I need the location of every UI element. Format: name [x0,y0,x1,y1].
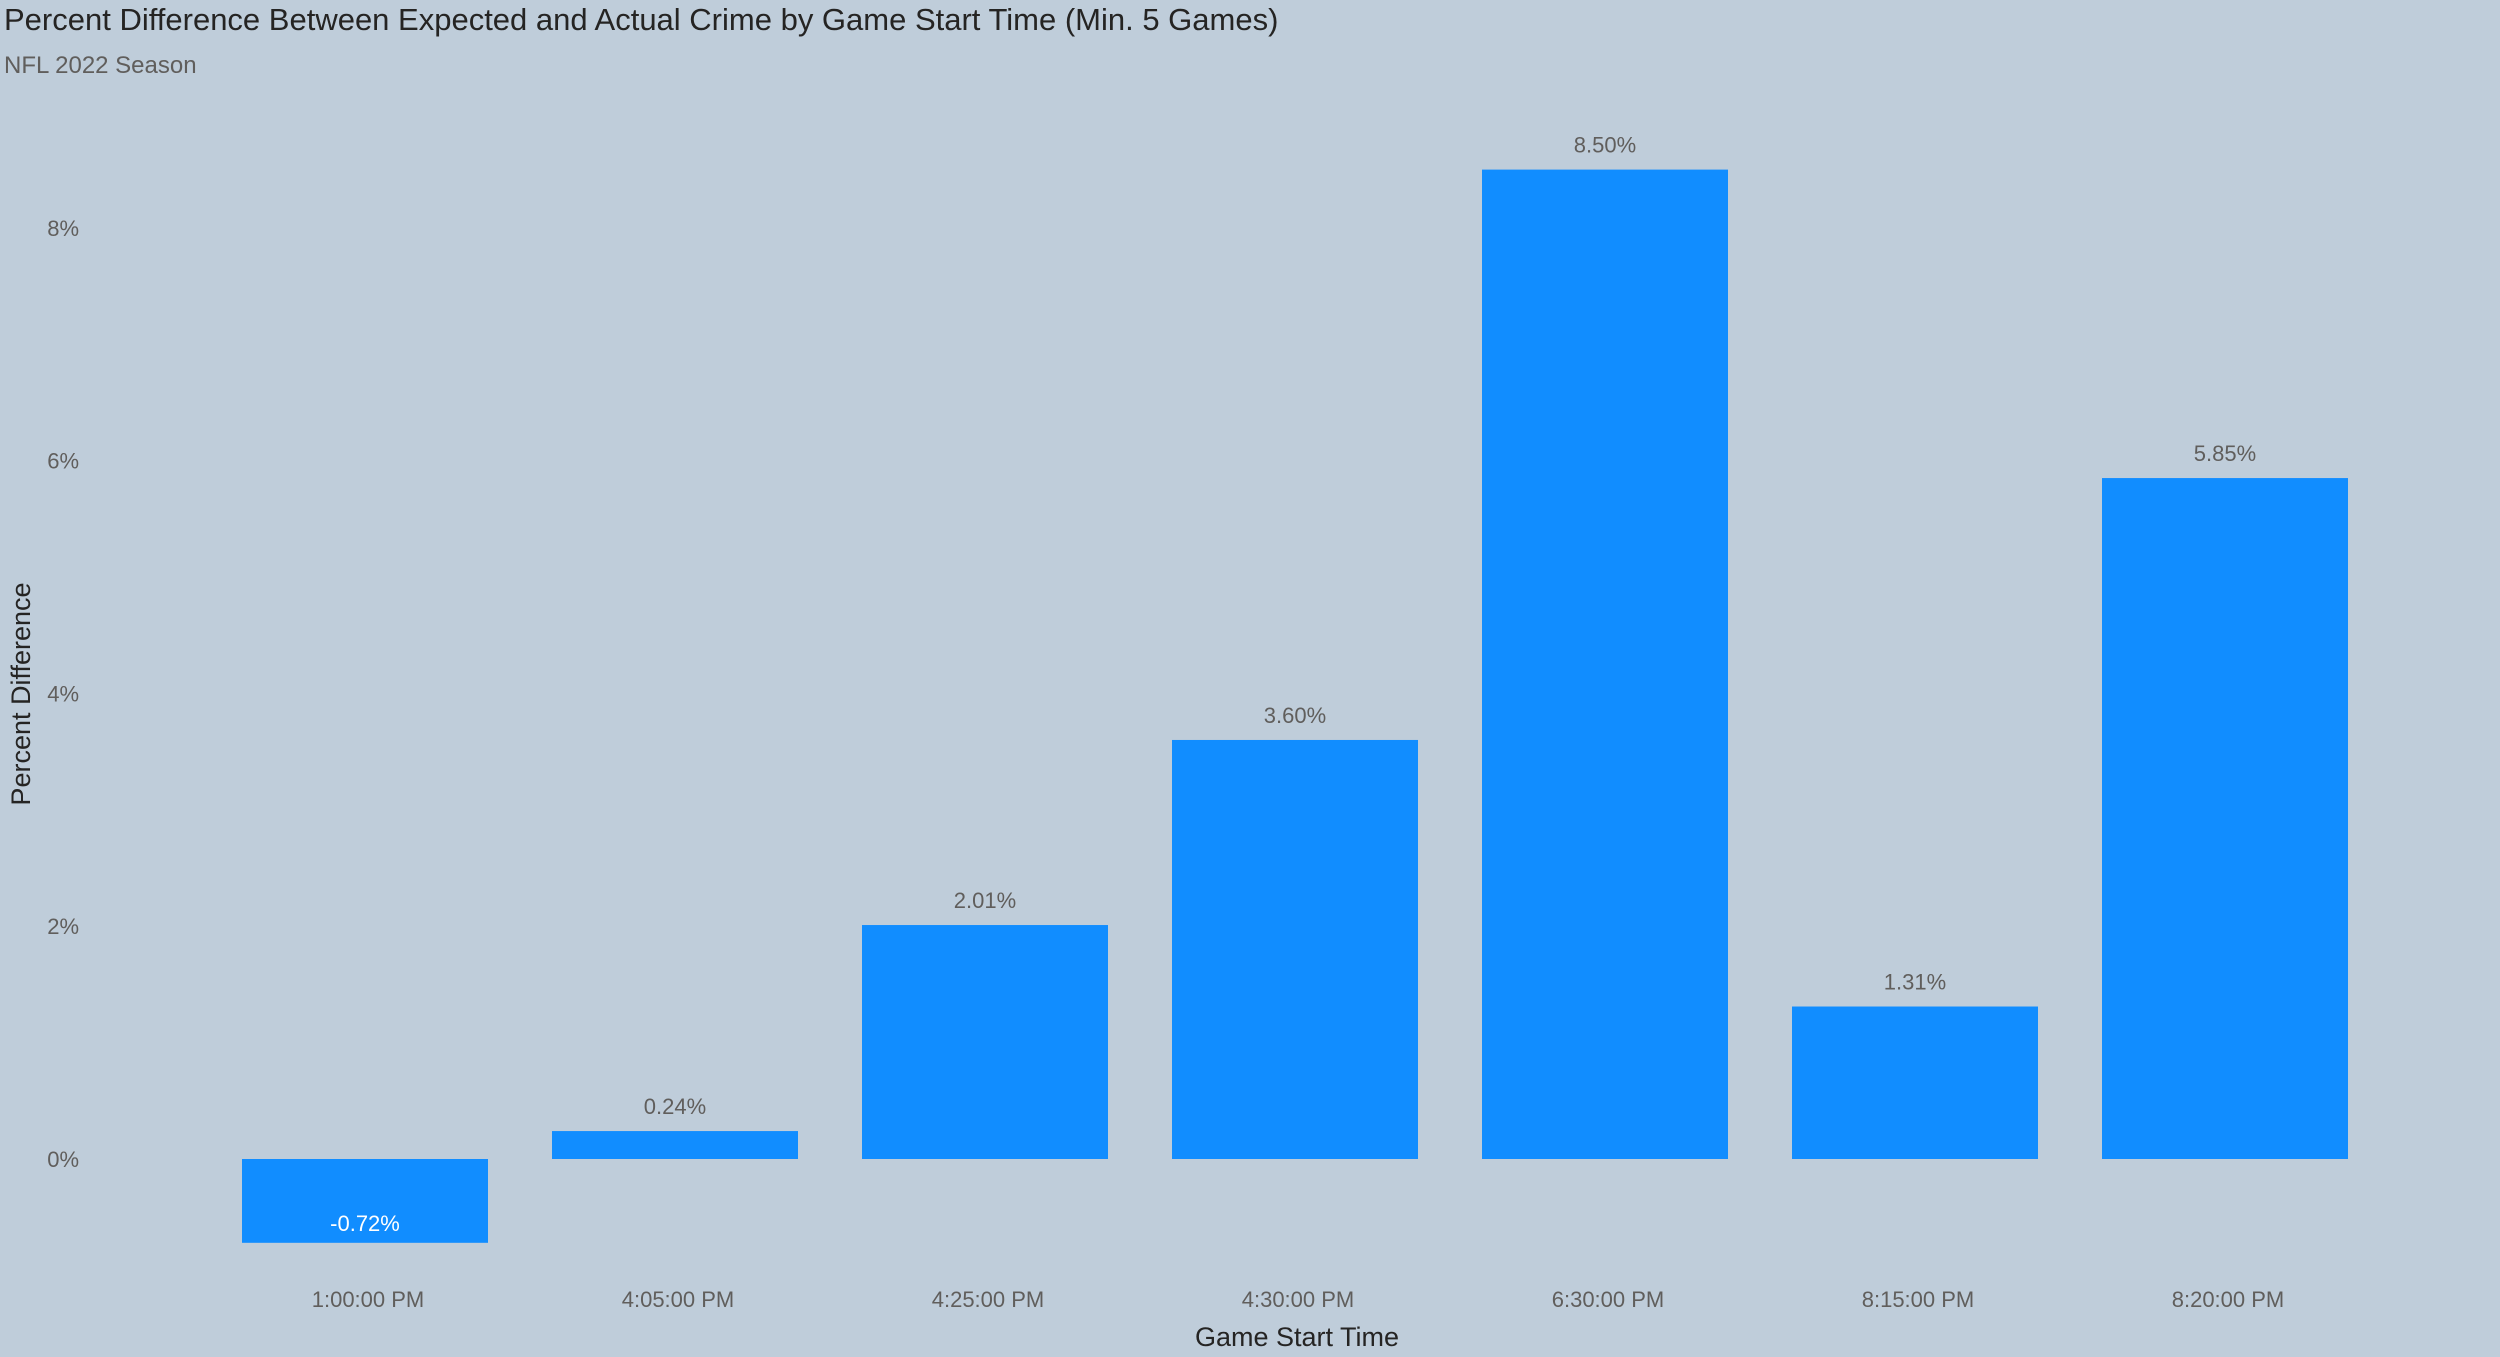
chart-subtitle: NFL 2022 Season [4,52,197,79]
x-tick-label: 4:30:00 PM [1242,1287,1355,1312]
chart-title: Percent Difference Between Expected and … [4,2,1279,37]
bar[interactable] [1792,1006,2038,1159]
x-axis-title: Game Start Time [1195,1322,1399,1352]
y-tick-label: 8% [47,216,79,241]
y-tick-label: 0% [47,1147,79,1172]
bar[interactable] [242,1159,488,1243]
bar-series [242,169,2348,1243]
data-label: 0.24% [644,1094,706,1119]
x-axis-ticks: 1:00:00 PM 4:05:00 PM 4:25:00 PM 4:30:00 PM… [312,1287,2285,1312]
x-tick-label: 4:05:00 PM [622,1287,735,1312]
y-tick-label: 2% [47,914,79,939]
y-axis-ticks: 0% 2% 4% 6% 8% [47,216,79,1172]
data-label: 8.50% [1574,133,1636,158]
x-tick-label: 4:25:00 PM [932,1287,1045,1312]
data-labels: -0.72% 0.24% 2.01% 3.60% 8.50% 1.31% 5.85% [330,133,2256,1236]
bar[interactable] [2102,478,2348,1159]
data-label: -0.72% [330,1211,400,1236]
bar[interactable] [1172,739,1418,1159]
y-axis-title: Percent Difference [6,582,36,805]
bar[interactable] [552,1131,798,1159]
x-tick-label: 8:15:00 PM [1862,1287,1975,1312]
x-tick-label: 8:20:00 PM [2172,1287,2285,1312]
x-tick-label: 6:30:00 PM [1552,1287,1665,1312]
data-label: 2.01% [954,888,1016,913]
data-label: 1.31% [1884,970,1946,995]
data-label: 5.85% [2194,441,2256,466]
y-tick-label: 4% [47,681,79,706]
data-label: 3.60% [1264,703,1326,728]
y-tick-label: 6% [47,449,79,474]
bar[interactable] [862,925,1108,1159]
bar[interactable] [1482,169,1728,1160]
x-tick-label: 1:00:00 PM [312,1287,425,1312]
